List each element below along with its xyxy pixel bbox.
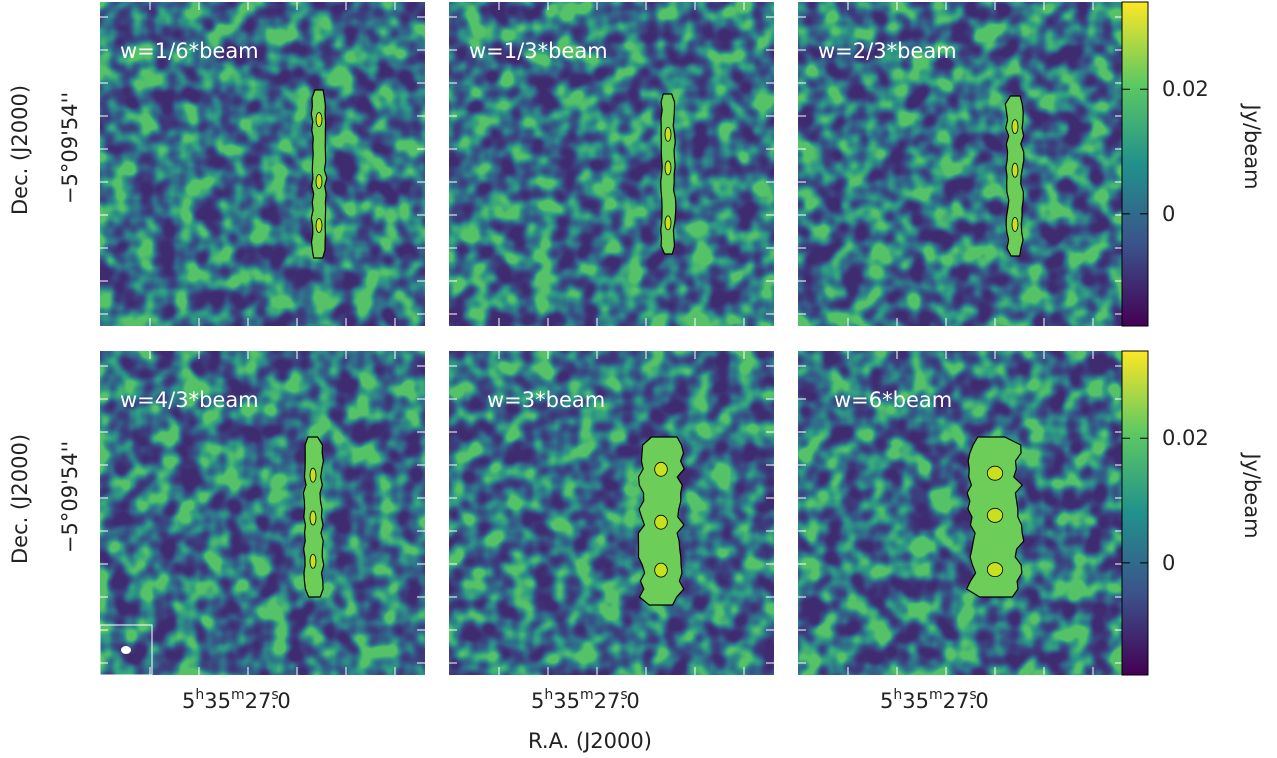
- x-tick-part: h: [893, 687, 902, 703]
- panel-label: w=3*beam: [487, 388, 605, 412]
- colorbar: [1121, 350, 1149, 676]
- bright-core: [986, 465, 1004, 481]
- bright-core: [664, 126, 672, 142]
- panel-label: w=6*beam: [834, 388, 952, 412]
- x-tick-part: 35: [902, 689, 929, 713]
- x-tick-label: 5h35m27s.0: [182, 687, 291, 713]
- x-tick-part: .0: [969, 689, 989, 713]
- colorbar-tick-label: 0.02: [1162, 77, 1209, 101]
- panel-label: w=1/3*beam: [469, 39, 608, 63]
- map: [448, 350, 775, 676]
- bright-core: [986, 562, 1004, 578]
- y-axis-label: Dec. (J2000): [8, 434, 32, 564]
- x-tick-part: 27: [943, 689, 970, 713]
- map: [797, 1, 1124, 327]
- panel-label: w=4/3*beam: [120, 388, 259, 412]
- colorbar-tick-label: 0: [1162, 202, 1175, 226]
- filament: [310, 89, 328, 259]
- x-tick-part: 27: [245, 689, 272, 713]
- panel: w=4/3*beam: [99, 350, 426, 676]
- x-tick-part: s: [969, 687, 976, 703]
- x-tick-part: 5: [531, 689, 544, 713]
- y-axis-label: Dec. (J2000): [8, 85, 32, 215]
- bright-core: [1011, 162, 1019, 178]
- bright-core: [315, 112, 323, 127]
- x-tick-part: 35: [204, 689, 231, 713]
- colorbar-tick-label: 0.02: [1162, 426, 1209, 450]
- x-tick-part: 27: [594, 689, 621, 713]
- bright-core: [309, 510, 317, 526]
- x-tick-part: 5: [182, 689, 195, 713]
- x-tick-part: .0: [271, 689, 291, 713]
- y-tick-label: −5°09'54'': [58, 441, 82, 553]
- panel: w=2/3*beam: [797, 1, 1124, 327]
- bright-core: [1011, 119, 1019, 135]
- x-tick-part: m: [580, 687, 594, 703]
- x-tick-part: h: [544, 687, 553, 703]
- x-tick-part: m: [231, 687, 245, 703]
- bright-core: [654, 514, 668, 530]
- x-tick-part: m: [929, 687, 943, 703]
- bright-core: [1011, 217, 1019, 232]
- map: [797, 350, 1124, 676]
- panel: w=6*beam: [797, 350, 1124, 676]
- bright-core: [654, 461, 668, 477]
- bright-core: [654, 562, 668, 578]
- x-tick-part: h: [195, 687, 204, 703]
- bright-core: [309, 553, 317, 569]
- beam: [121, 646, 131, 654]
- beam-box: [99, 624, 153, 676]
- colorbar-label: Jy/beam: [1240, 102, 1264, 189]
- panel-label: w=1/6*beam: [120, 39, 259, 63]
- x-tick-label: 5h35m27s.0: [531, 687, 640, 713]
- x-axis-label: R.A. (J2000): [528, 729, 652, 753]
- bright-core: [664, 215, 672, 231]
- bright-core: [309, 467, 317, 483]
- map: [99, 1, 426, 327]
- x-tick-label: 5h35m27s.0: [880, 687, 989, 713]
- y-tick-label: −5°09'54'': [58, 92, 82, 204]
- x-tick-part: 35: [553, 689, 580, 713]
- bright-core: [986, 507, 1004, 523]
- colorbar-label: Jy/beam: [1240, 451, 1264, 538]
- panel: w=1/6*beam: [99, 1, 426, 327]
- bright-core: [315, 174, 323, 189]
- x-tick-part: s: [271, 687, 278, 703]
- colorbar: [1121, 1, 1149, 327]
- panel: w=3*beam: [448, 350, 775, 676]
- map: [448, 1, 775, 327]
- bright-core: [664, 160, 672, 176]
- x-tick-part: s: [620, 687, 627, 703]
- colorbar-tick-label: 0: [1162, 551, 1175, 575]
- bright-core: [315, 218, 323, 233]
- x-tick-part: 5: [880, 689, 893, 713]
- x-tick-part: .0: [620, 689, 640, 713]
- panel: w=1/3*beam: [448, 1, 775, 327]
- panel-label: w=2/3*beam: [818, 39, 957, 63]
- map: [99, 350, 426, 676]
